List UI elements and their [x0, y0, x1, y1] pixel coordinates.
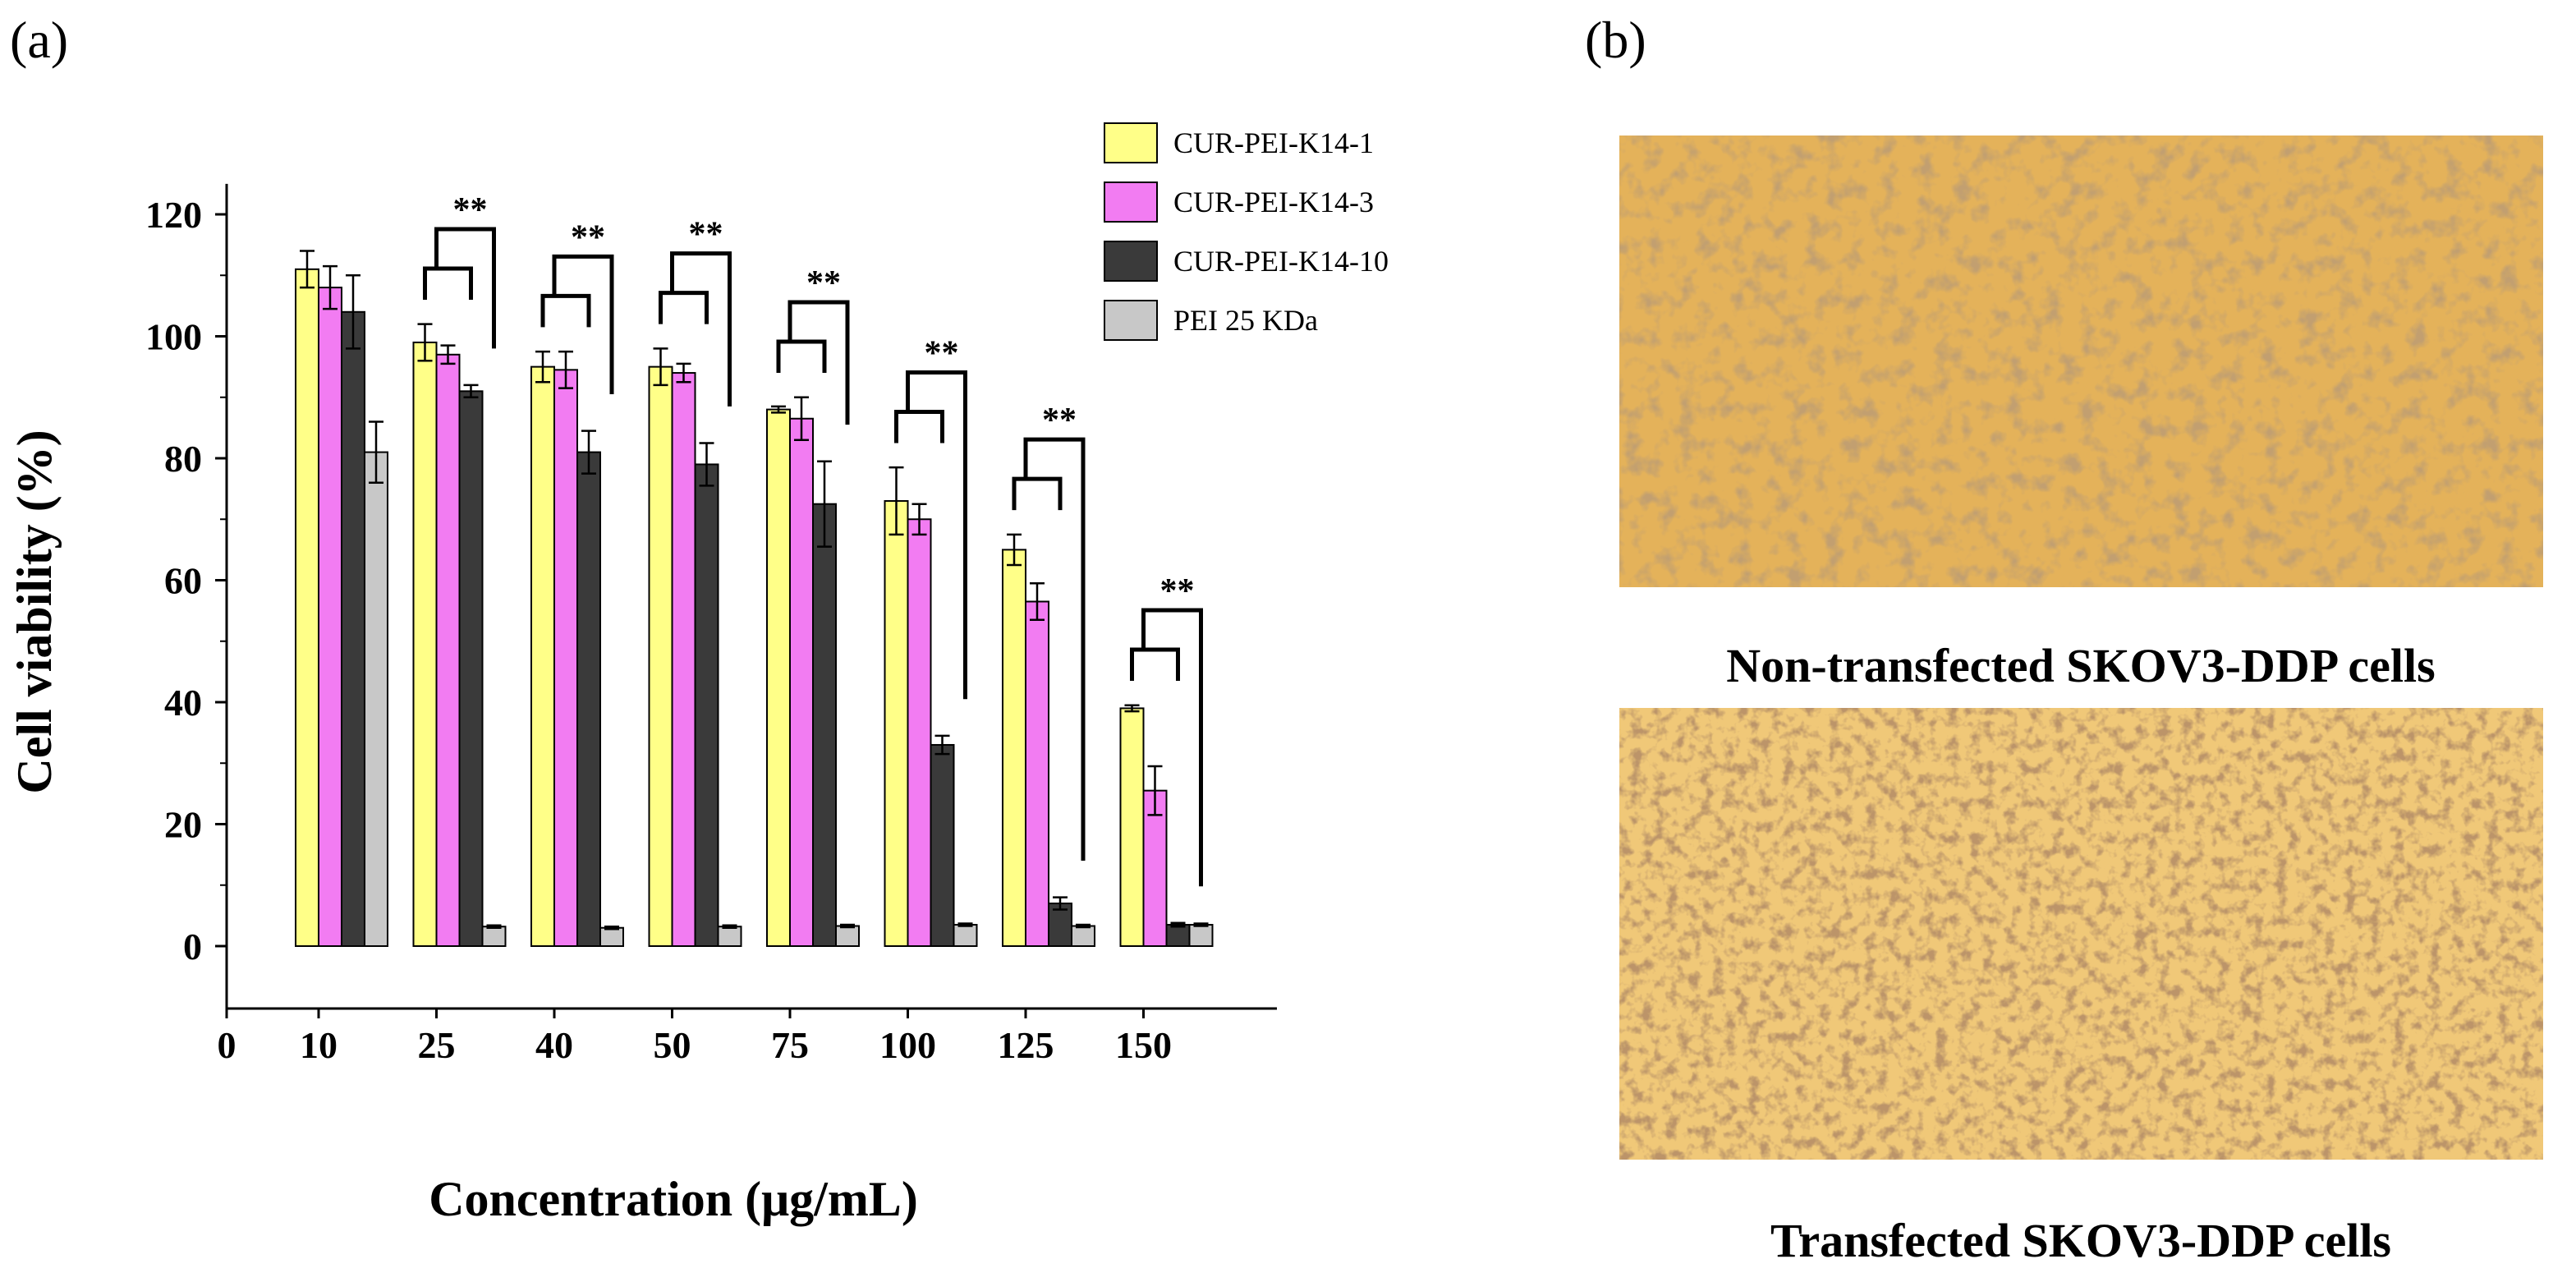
significance-bracket-inner: [659, 291, 709, 324]
bar-cur-pei-k14-10-40: [576, 451, 601, 947]
y-tick-label: 0: [183, 926, 202, 967]
bar-cur-pei-k14-3-150: [1142, 789, 1168, 947]
significance-bracket-inner: [1130, 647, 1180, 682]
bar-pei-25-kda-75: [835, 925, 860, 948]
significance-bracket-outer: [906, 370, 967, 700]
y-tick-label: 60: [164, 560, 202, 602]
significance-bracket-outer: [1023, 437, 1086, 862]
x-tick-label: 125: [998, 1024, 1054, 1066]
bar-pei-25-kda-50: [717, 926, 742, 947]
axes-layer: 0 20 40 60 80 100 120 0 10 25 40 50 75 100 125 150: [145, 183, 1277, 1066]
x-axis-label: Concentration (μg/mL): [429, 1172, 918, 1226]
significance-bracket-outer: [787, 300, 850, 425]
legend-label: PEI 25 KDa: [1173, 304, 1318, 337]
bar-cur-pei-k14-10-25: [458, 390, 484, 947]
cell-texture-bottom: [1619, 708, 2543, 1160]
caption-non-transfected: Non-transfected SKOV3-DDP cells: [1726, 639, 2435, 692]
cell-texture-top: [1619, 136, 2543, 587]
significance-bracket-inner: [423, 266, 473, 300]
bar-cur-pei-k14-3-125: [1025, 600, 1049, 947]
panel-label-a: (a): [10, 11, 68, 69]
legend-swatch: [1104, 241, 1158, 282]
significance-label: **: [1160, 572, 1195, 610]
bar-chart: ** ** ** ** ** ** ** 0 20 40 60 80 100 120 0 10 25 40 50 7…: [7, 122, 1389, 1226]
bar-pei-25-kda-40: [599, 926, 624, 947]
bar-cur-pei-k14-3-75: [789, 417, 814, 947]
x-tick-label: 100: [879, 1024, 936, 1066]
y-tick-label: 120: [145, 194, 202, 236]
legend-label: CUR-PEI-K14-10: [1173, 245, 1389, 278]
bar-cur-pei-k14-1-100: [884, 499, 909, 947]
significance-label: **: [925, 334, 959, 372]
significance-bracket-outer: [552, 254, 614, 395]
x-tick-label: 0: [218, 1024, 236, 1066]
caption-transfected: Transfected SKOV3-DDP cells: [1770, 1214, 2391, 1267]
bar-cur-pei-k14-1-150: [1119, 707, 1145, 947]
bar-pei-25-kda-100: [953, 924, 978, 947]
legend-label: CUR-PEI-K14-1: [1173, 126, 1374, 159]
panel-label-b: (b): [1585, 11, 1646, 69]
bar-pei-25-kda-125: [1071, 925, 1095, 948]
significance-label: **: [571, 218, 605, 256]
bar-cur-pei-k14-10-50: [694, 463, 719, 947]
bar-pei-25-kda-10: [364, 451, 388, 947]
significance-bracket-outer: [670, 251, 732, 407]
error-bars-layer: [300, 250, 1209, 930]
bar-cur-pei-k14-3-25: [435, 353, 461, 947]
bar-pei-25-kda-150: [1188, 924, 1214, 947]
x-tick-label: 50: [654, 1024, 691, 1066]
significance-label: **: [689, 216, 723, 254]
x-tick-label: 75: [771, 1024, 809, 1066]
y-tick-label: 20: [164, 804, 202, 846]
significance-bracket-outer: [1141, 608, 1203, 887]
y-tick-label: 80: [164, 438, 202, 480]
significance-bracket-inner: [776, 339, 827, 374]
legend-swatch: [1104, 122, 1158, 163]
y-axis-label: Cell viability (%): [7, 430, 62, 793]
significance-label: **: [1042, 402, 1077, 439]
bar-cur-pei-k14-1-10: [295, 268, 319, 947]
y-tick-label: 100: [145, 316, 202, 358]
bar-cur-pei-k14-1-75: [766, 408, 791, 948]
bars-layer: [295, 268, 1214, 948]
bar-cur-pei-k14-1-125: [1002, 549, 1026, 947]
bar-cur-pei-k14-1-40: [530, 365, 555, 947]
significance-layer: ** ** ** ** ** ** **: [423, 191, 1203, 887]
bar-cur-pei-k14-10-10: [341, 310, 365, 947]
significance-bracket-outer: [434, 227, 496, 349]
photo-transfected: [1619, 708, 2543, 1160]
significance-bracket-inner: [1012, 476, 1063, 511]
y-tick-label: 40: [164, 682, 202, 724]
bar-cur-pei-k14-1-50: [648, 365, 673, 947]
x-tick-label: 10: [300, 1024, 337, 1066]
bar-pei-25-kda-25: [481, 926, 507, 947]
significance-label: **: [453, 191, 488, 229]
significance-label: **: [806, 264, 841, 302]
x-tick-label: 40: [535, 1024, 573, 1066]
legend-swatch: [1104, 182, 1158, 223]
bar-cur-pei-k14-3-40: [553, 369, 578, 947]
x-tick-label: 150: [1115, 1024, 1172, 1066]
bar-cur-pei-k14-10-150: [1165, 924, 1191, 947]
bar-cur-pei-k14-10-100: [930, 743, 955, 947]
legend-swatch: [1104, 300, 1158, 341]
bar-cur-pei-k14-3-10: [318, 287, 342, 948]
significance-bracket-inner: [894, 409, 944, 443]
photo-non-transfected: [1619, 136, 2543, 587]
bar-cur-pei-k14-3-100: [907, 518, 932, 947]
significance-bracket-inner: [540, 293, 591, 328]
bar-cur-pei-k14-3-50: [671, 372, 696, 947]
bar-cur-pei-k14-1-25: [412, 341, 438, 947]
legend: CUR-PEI-K14-1 CUR-PEI-K14-3 CUR-PEI-K14-10…: [1104, 122, 1389, 341]
bar-cur-pei-k14-10-75: [812, 503, 837, 947]
legend-label: CUR-PEI-K14-3: [1173, 186, 1374, 218]
x-tick-label: 25: [418, 1024, 456, 1066]
